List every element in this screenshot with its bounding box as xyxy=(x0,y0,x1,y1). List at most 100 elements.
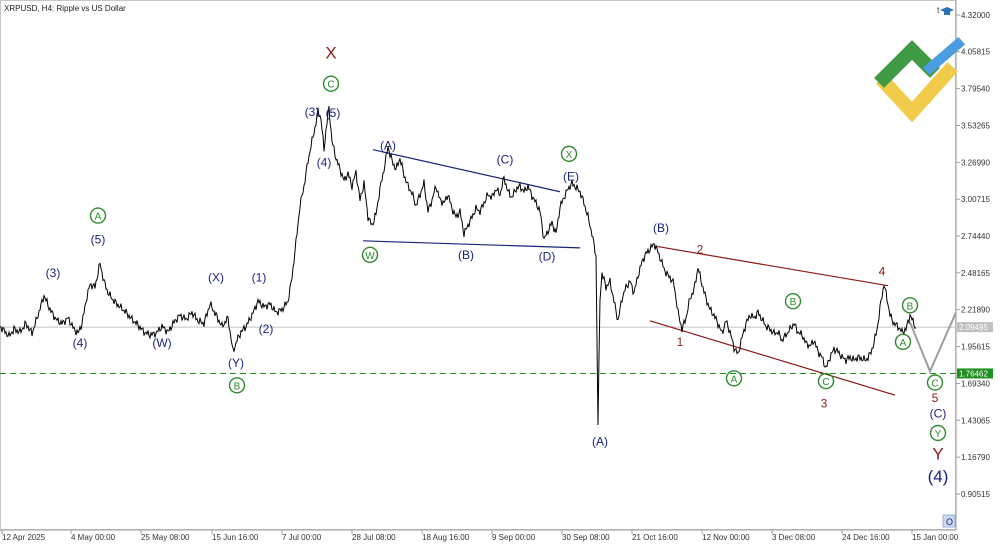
y-tick-label: 3.79540 xyxy=(961,85,990,94)
circled-wave-label: C xyxy=(322,75,340,92)
wave-label-text: B xyxy=(790,297,797,308)
wave-label-text: (5) xyxy=(91,232,106,246)
wave-label-text: X xyxy=(325,43,336,62)
x-tick-label: 12 Nov 00:00 xyxy=(702,533,750,542)
wave-circle xyxy=(929,424,947,442)
corner-box[interactable] xyxy=(942,514,956,528)
wave-label-text: (4) xyxy=(73,336,88,350)
wave-label: 1 xyxy=(677,335,684,349)
wave-circle xyxy=(361,246,379,264)
trend-line xyxy=(372,149,561,193)
wave-label-text: (A) xyxy=(592,434,608,448)
corner-box-label: O xyxy=(946,517,953,527)
wave-circle xyxy=(560,145,578,163)
wave-label-text: (2) xyxy=(259,322,274,336)
trend-line xyxy=(656,245,889,287)
x-tick-label: 15 Jun 16:00 xyxy=(212,533,259,542)
y-tick-label: 0.90515 xyxy=(961,490,990,499)
y-tick-label: 1.69340 xyxy=(961,379,990,388)
circled-wave-label: B xyxy=(901,297,919,314)
circled-wave-label: A xyxy=(894,333,912,351)
wave-circle xyxy=(817,372,835,390)
wave-label-text: (A) xyxy=(380,138,396,152)
wave-label-text: 2 xyxy=(697,242,704,256)
y-tick-label: 1.16790 xyxy=(961,453,990,462)
x-tick-label: 12 Apr 2025 xyxy=(2,533,46,542)
wave-label: (B) xyxy=(653,221,669,235)
x-tick-label: 15 Jan 00:00 xyxy=(912,533,959,542)
wave-label: (3) xyxy=(46,266,61,280)
circled-wave-label: B xyxy=(784,292,802,310)
wave-label-text: (E) xyxy=(563,169,579,183)
y-tick-label: 3.53265 xyxy=(961,121,990,130)
y-tick-label: 4.05815 xyxy=(961,48,990,57)
circled-wave-label: A xyxy=(89,207,107,224)
circled-wave-label: W xyxy=(361,246,379,264)
x-tick-label: 21 Oct 16:00 xyxy=(632,533,678,542)
circled-wave-label: C xyxy=(817,372,835,390)
y-tick-label: 3.00715 xyxy=(961,195,990,204)
wave-label-text: C xyxy=(327,80,334,91)
wave-label: (W) xyxy=(152,336,171,350)
wave-label: (5) xyxy=(326,106,341,120)
wave-label-text: (C) xyxy=(930,406,947,420)
wave-label-text: C xyxy=(822,377,829,388)
x-tick-label: 4 May 00:00 xyxy=(71,533,116,542)
x-tick-label: 24 Dec 16:00 xyxy=(842,533,890,542)
price-tag xyxy=(957,322,993,333)
graduation-cap-icon[interactable] xyxy=(940,7,954,15)
price-tag-label: 2.09495 xyxy=(959,323,988,332)
circled-wave-label: C xyxy=(926,374,944,391)
y-tick-label: 2.48165 xyxy=(961,269,990,278)
wave-label-text: X xyxy=(566,150,573,161)
plot-frame xyxy=(0,0,956,530)
y-tick-label: 2.21890 xyxy=(961,306,990,315)
wave-circle xyxy=(725,370,743,387)
wave-label-text: (C) xyxy=(497,152,514,166)
wave-label: (C) xyxy=(497,152,514,166)
wave-circle xyxy=(901,297,919,314)
price-tag xyxy=(957,368,993,379)
wave-label-text: A xyxy=(731,374,738,385)
wave-label-text: (W) xyxy=(152,336,171,350)
x-tick-label: 18 Aug 16:00 xyxy=(422,533,470,542)
x-tick-label: 7 Jul 00:00 xyxy=(282,533,322,542)
wave-label-text: (3) xyxy=(305,105,320,119)
wave-label: (C) xyxy=(930,406,947,420)
broker-logo xyxy=(874,36,966,123)
trend-line xyxy=(649,320,896,396)
wave-label-text: (4) xyxy=(928,467,949,486)
wave-label-text: 4 xyxy=(879,265,886,279)
wave-label-text: B xyxy=(234,381,241,392)
wave-label-text: (4) xyxy=(317,155,332,169)
trend-line xyxy=(362,240,581,249)
wave-label: (4) xyxy=(928,467,949,486)
wave-label: (4) xyxy=(73,336,88,350)
x-tick-label: 30 Sep 08:00 xyxy=(562,533,610,542)
wave-label-text: (X) xyxy=(208,270,224,284)
price-series-line xyxy=(0,106,917,426)
wave-label-text: A xyxy=(95,212,102,223)
wave-label: 2 xyxy=(697,242,704,256)
toolbar-hat-label[interactable]: t xyxy=(937,5,940,15)
y-tick-label: 4.32000 xyxy=(961,11,990,20)
wave-label-text: (1) xyxy=(252,270,267,284)
price-tag-label: 1.76462 xyxy=(959,369,988,378)
wave-label-text: (5) xyxy=(326,106,341,120)
wave-circle xyxy=(89,207,107,224)
wave-label: (5) xyxy=(91,232,106,246)
wave-label: X xyxy=(325,43,336,62)
y-tick-label: 1.95615 xyxy=(961,343,990,352)
wave-label-text: (Y) xyxy=(228,356,244,370)
wave-circle xyxy=(322,75,340,92)
wave-label: (1) xyxy=(252,270,267,284)
circled-wave-label: Y xyxy=(929,424,947,442)
y-tick-label: 3.26990 xyxy=(961,158,990,167)
wave-label-text: C xyxy=(931,379,938,390)
circled-wave-label: A xyxy=(725,370,743,387)
y-tick-label: 2.74440 xyxy=(961,232,990,241)
x-tick-label: 9 Sep 00:00 xyxy=(492,533,536,542)
wave-circle xyxy=(228,377,246,394)
